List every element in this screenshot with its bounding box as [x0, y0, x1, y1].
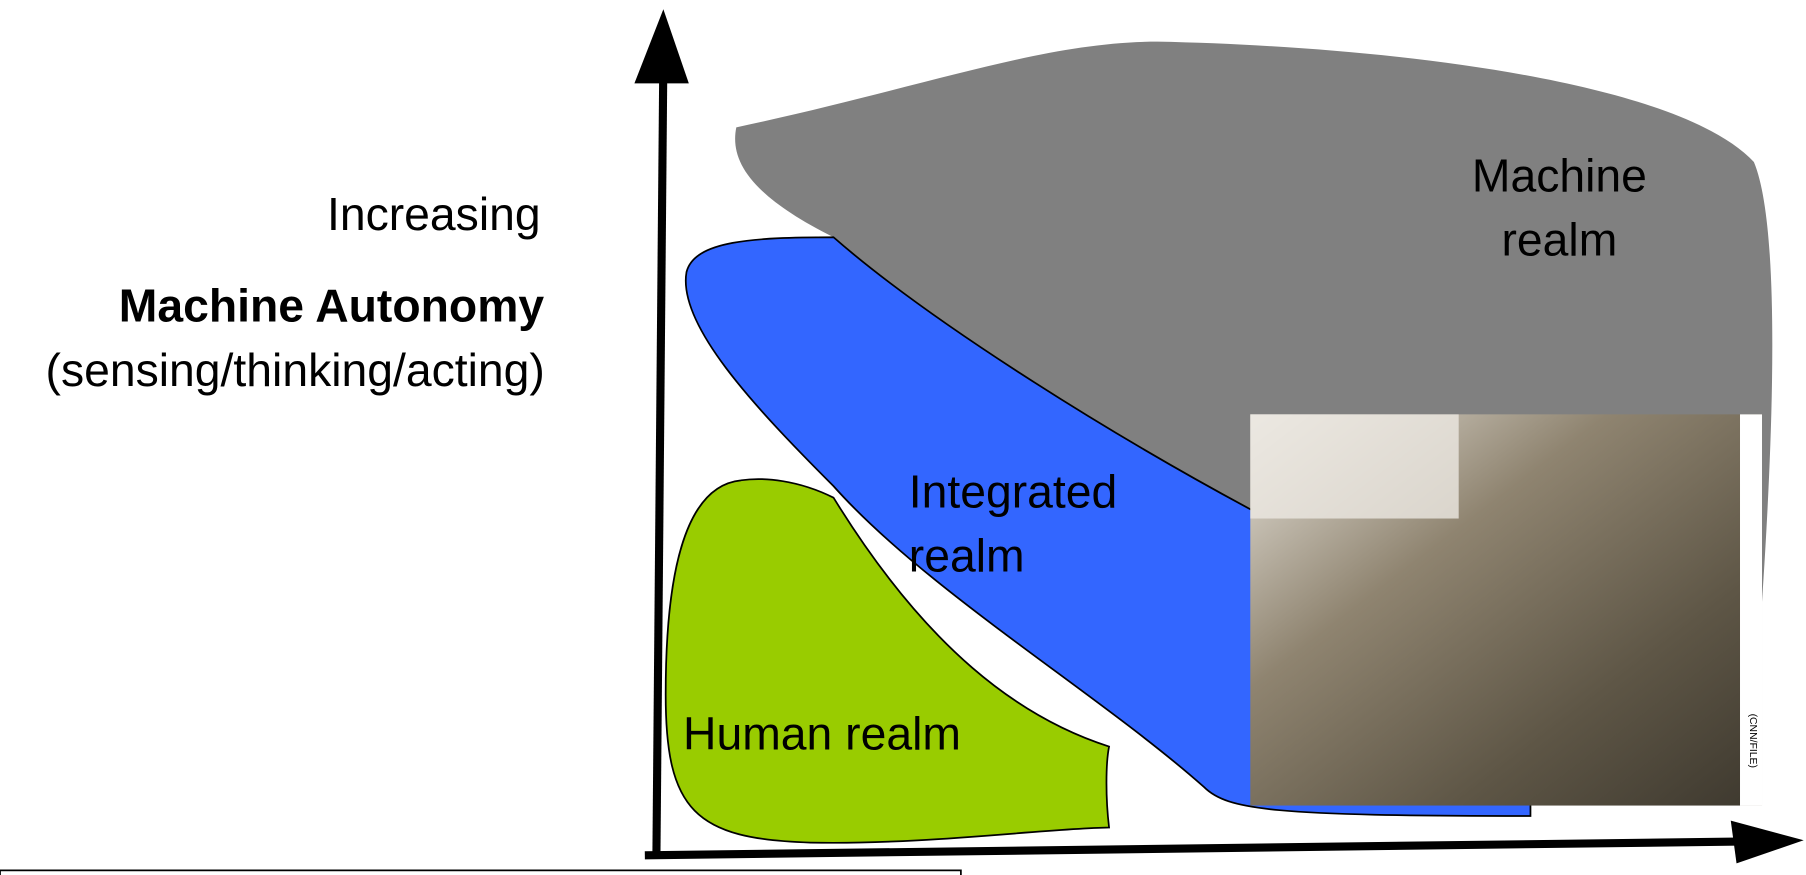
human-label: Human realm — [683, 708, 961, 760]
integrated-label-1: Integrated — [909, 466, 1118, 518]
photo-credit: (CNN/FILE) — [1747, 714, 1758, 768]
axis-label-3: (sensing/thinking/acting) — [46, 344, 545, 396]
machine-label-1: Machine — [1472, 150, 1647, 202]
x-axis — [645, 841, 1748, 855]
integrated-label-2: realm — [909, 529, 1025, 581]
y-axis — [656, 58, 663, 857]
x-axis-arrow — [1731, 821, 1804, 864]
photo-sky — [1250, 414, 1458, 518]
axis-label-2: Machine Autonomy — [119, 279, 545, 331]
caption-box — [0, 870, 961, 875]
y-axis-arrow — [634, 9, 688, 83]
diagram: (CNN/FILE) Increasing Machine Autonomy (… — [0, 0, 1806, 875]
axis-label-1: Increasing — [327, 188, 541, 240]
machine-label-2: realm — [1502, 213, 1618, 265]
